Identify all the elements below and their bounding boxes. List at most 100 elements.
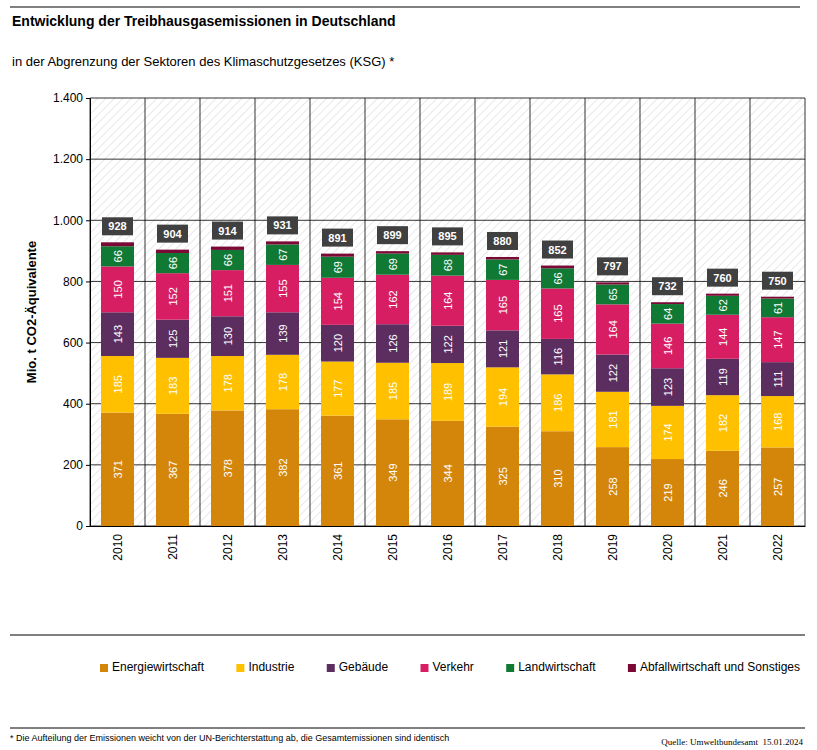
total-label: 904 <box>157 225 188 243</box>
data-label: 162 <box>387 290 399 308</box>
x-axis: 2010201120122013201420152016201720182019… <box>91 526 806 561</box>
bar <box>541 288 574 338</box>
bar <box>541 268 574 288</box>
bar <box>431 363 464 421</box>
legend-swatch <box>236 664 244 672</box>
data-label: 67 <box>277 249 289 261</box>
bar <box>706 395 739 451</box>
bar <box>486 257 519 259</box>
total-label: 880 <box>487 232 518 250</box>
data-label: 189 <box>442 383 454 401</box>
total-value: 891 <box>328 232 346 244</box>
bar <box>596 284 629 304</box>
tick-mark <box>86 465 90 466</box>
bar <box>706 451 739 526</box>
data-label: 121 <box>497 340 509 358</box>
tick: 2017 <box>496 526 510 561</box>
data-label: 182 <box>717 414 729 432</box>
category-separator <box>145 98 146 526</box>
source: Quelle: Umweltbundesamt 15.01.2024 <box>661 737 803 747</box>
bar <box>651 304 684 324</box>
bar <box>761 297 794 299</box>
data-label: 144 <box>717 328 729 346</box>
data-label: 183 <box>167 377 179 395</box>
bar <box>761 299 794 318</box>
data-label: 119 <box>717 368 729 386</box>
tick: 2020 <box>661 526 675 561</box>
bar <box>651 459 684 526</box>
bar <box>211 316 244 356</box>
total-value: 928 <box>108 220 126 232</box>
data-label: 66 <box>552 272 564 284</box>
bar <box>596 447 629 526</box>
legend-item: Verkehr <box>420 660 473 674</box>
total-box <box>322 229 353 247</box>
data-label: 185 <box>112 375 124 393</box>
total-label: 891 <box>322 229 353 247</box>
bar <box>596 354 629 391</box>
bar <box>101 266 134 312</box>
data-label: 146 <box>662 337 674 355</box>
totals: 928904914931891899895880852797732760750 <box>102 216 793 295</box>
bar <box>321 257 354 278</box>
chart: Entwicklung der Treibhausgasemissionen i… <box>0 0 817 750</box>
data-label: 69 <box>387 258 399 270</box>
tick: 2012 <box>221 526 235 561</box>
tick-label: 2015 <box>386 534 400 561</box>
tick: 2010 <box>111 526 125 561</box>
data-label: 219 <box>662 483 674 501</box>
top-rule <box>10 7 800 8</box>
bar <box>321 254 354 257</box>
plot-background <box>90 98 805 526</box>
data-label: 164 <box>442 292 454 310</box>
data-label: 126 <box>387 334 399 352</box>
bar <box>211 250 244 270</box>
total-value: 880 <box>493 235 511 247</box>
bar <box>486 259 519 279</box>
bar <box>761 396 794 447</box>
bar <box>596 282 629 284</box>
bar <box>431 326 464 363</box>
data-label: 178 <box>222 374 234 392</box>
legend-label: Landwirtschaft <box>518 660 596 674</box>
tick: 600 <box>63 336 90 350</box>
total-box <box>762 272 793 290</box>
bar <box>266 241 299 244</box>
data-label: 344 <box>442 464 454 482</box>
category-separator <box>530 98 531 526</box>
bar <box>376 254 409 275</box>
tick-label: 2014 <box>331 534 345 561</box>
legend-swatch <box>420 664 428 672</box>
bar <box>651 406 684 459</box>
data-label: 165 <box>497 296 509 314</box>
bar <box>101 242 134 246</box>
total-value: 760 <box>713 272 731 284</box>
total-box <box>707 269 738 287</box>
bar <box>101 413 134 526</box>
data-label: 325 <box>497 467 509 485</box>
tick-mark <box>86 159 90 160</box>
bar <box>156 414 189 526</box>
data-label: 66 <box>167 257 179 269</box>
data-label: 116 <box>552 348 564 366</box>
data-label: 382 <box>277 458 289 476</box>
bar <box>321 416 354 526</box>
total-value: 895 <box>438 230 456 242</box>
total-label: 750 <box>762 272 793 290</box>
axis-line <box>91 526 806 527</box>
total-value: 852 <box>548 244 566 256</box>
legend-label: Gebäude <box>339 660 389 674</box>
tick: 2019 <box>606 526 620 561</box>
data-label: 155 <box>277 279 289 297</box>
data-label: 64 <box>662 308 674 320</box>
total-box <box>377 226 408 244</box>
legend-label: Energiewirtschaft <box>112 660 205 674</box>
data-labels: 3713673783823613493443253102582192462571… <box>112 249 784 502</box>
tick-mark <box>86 220 90 221</box>
tick-label: 2016 <box>441 534 455 561</box>
category-separator <box>695 98 696 526</box>
legend-swatch <box>628 664 636 672</box>
bar <box>596 304 629 354</box>
bar <box>486 427 519 526</box>
tick-label: 2022 <box>771 534 785 561</box>
